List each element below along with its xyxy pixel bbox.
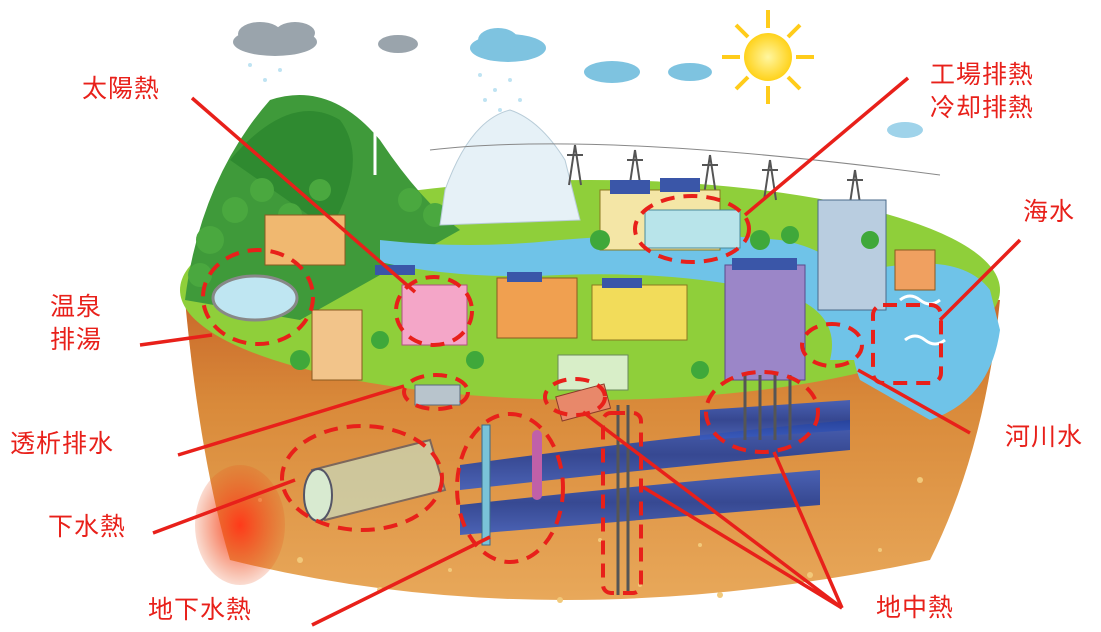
hot-spring-pool <box>211 274 299 322</box>
highlight-sewage <box>280 424 444 532</box>
sewer-pipe <box>303 438 447 522</box>
highlight-onsen <box>201 248 315 346</box>
label-dialysis-drain: 透析排水 <box>10 429 115 458</box>
highlight-seawater <box>871 303 943 385</box>
label-factory-heat-line1: 工場排熱 <box>930 60 1035 89</box>
highlight-factory <box>633 194 751 264</box>
label-seawater: 海水 <box>1023 197 1076 226</box>
highlight-groundwater <box>455 412 565 564</box>
wave-icon <box>899 294 946 346</box>
highlight-geothermal <box>704 370 820 454</box>
trees <box>290 226 879 379</box>
highlight-river <box>800 322 864 368</box>
label-geothermal: 地中熱 <box>876 593 955 622</box>
label-factory-heat-line2: 冷却排熱 <box>930 93 1035 122</box>
label-solar-heat: 太陽熱 <box>82 74 161 103</box>
buildings <box>264 189 936 406</box>
magma-heat <box>195 465 285 585</box>
highlight-solar <box>394 275 474 347</box>
label-groundwater-heat: 地下水熱 <box>148 595 253 624</box>
sun-icon <box>722 10 814 104</box>
label-river-water: 河川水 <box>1005 422 1084 451</box>
highlight-borehole <box>601 411 643 595</box>
groundwater-wells <box>481 424 542 546</box>
label-onsen-line2: 排湯 <box>50 325 103 354</box>
rain-cloud-icon <box>248 28 923 138</box>
wind-turbine-icon <box>358 87 425 175</box>
label-onsen-line1: 温泉 <box>50 292 103 321</box>
highlight-dialysis <box>402 373 470 411</box>
snowy-mountain <box>439 109 581 226</box>
cloud-icon <box>233 22 418 56</box>
solar-panels <box>375 178 797 288</box>
highlight-regions <box>201 194 943 595</box>
highlight-coil <box>543 377 607 417</box>
leader-lines <box>139 76 1022 627</box>
label-sewage-heat: 下水熱 <box>48 512 127 541</box>
